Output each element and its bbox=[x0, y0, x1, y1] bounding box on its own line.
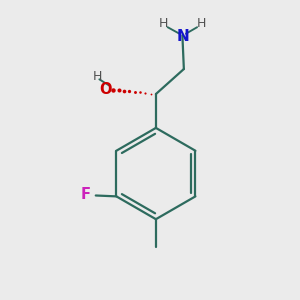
Text: N: N bbox=[177, 29, 190, 44]
Text: O: O bbox=[99, 82, 112, 97]
Text: F: F bbox=[80, 188, 90, 202]
Text: H: H bbox=[92, 70, 102, 83]
Text: H: H bbox=[159, 17, 168, 30]
Text: H: H bbox=[196, 17, 206, 30]
